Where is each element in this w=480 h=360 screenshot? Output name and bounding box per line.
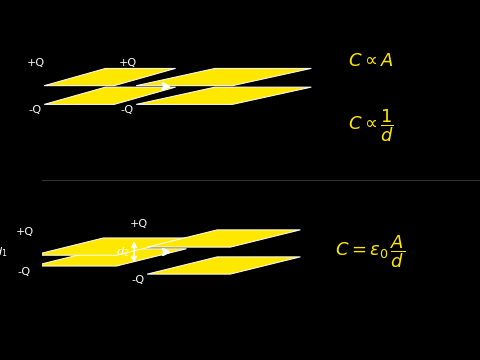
Text: $A_2$: $A_2$	[216, 69, 232, 85]
Text: $C \propto A$: $C \propto A$	[348, 52, 393, 70]
Polygon shape	[147, 257, 300, 274]
Text: -Q: -Q	[18, 267, 31, 277]
Text: +Q: +Q	[15, 227, 34, 237]
Text: $d_2$: $d_2$	[117, 245, 130, 259]
Text: -Q: -Q	[121, 105, 134, 115]
Polygon shape	[44, 87, 176, 104]
Text: $C \propto \dfrac{1}{d}$: $C \propto \dfrac{1}{d}$	[348, 108, 394, 144]
Polygon shape	[147, 230, 300, 247]
Text: $C = \varepsilon_0\, \dfrac{A}{d}$: $C = \varepsilon_0\, \dfrac{A}{d}$	[336, 234, 406, 270]
Text: -Q: -Q	[132, 275, 145, 285]
Text: +Q: +Q	[26, 58, 45, 68]
Text: -Q: -Q	[29, 105, 42, 115]
Text: +Q: +Q	[119, 58, 136, 68]
Text: $A_1$: $A_1$	[97, 69, 113, 85]
Polygon shape	[33, 249, 187, 266]
Polygon shape	[33, 238, 187, 255]
Text: +Q: +Q	[129, 219, 147, 229]
Polygon shape	[136, 87, 312, 104]
Polygon shape	[136, 68, 312, 86]
Polygon shape	[44, 68, 176, 86]
Text: $d_1$: $d_1$	[0, 245, 7, 259]
